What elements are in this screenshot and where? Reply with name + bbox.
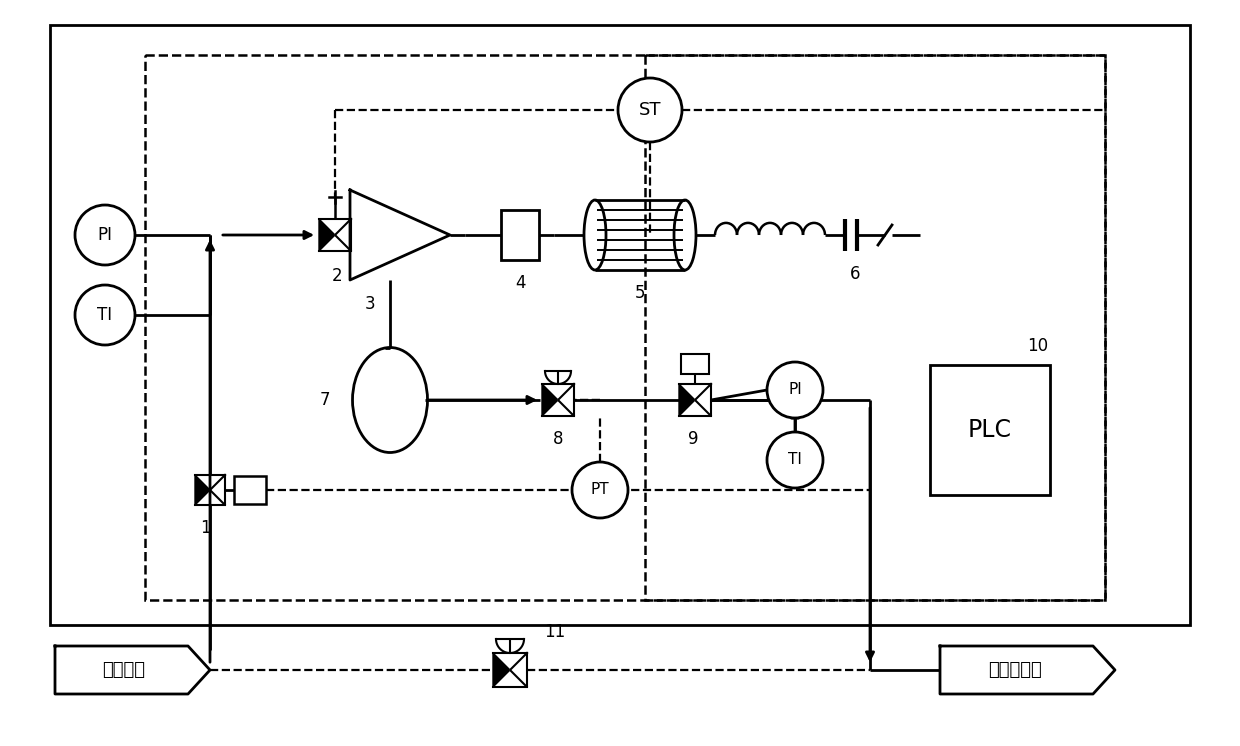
Polygon shape <box>195 475 210 505</box>
Text: 3: 3 <box>365 295 376 313</box>
Ellipse shape <box>675 200 696 270</box>
Text: PT: PT <box>590 483 609 498</box>
Text: PI: PI <box>98 226 113 244</box>
Text: 6: 6 <box>849 265 861 283</box>
Ellipse shape <box>352 348 428 453</box>
Polygon shape <box>335 219 351 251</box>
Bar <box>645 55 1105 600</box>
Text: TI: TI <box>98 306 113 324</box>
Text: 11: 11 <box>544 623 565 641</box>
Polygon shape <box>494 653 510 687</box>
Polygon shape <box>558 384 574 416</box>
Bar <box>930 365 1050 495</box>
Bar <box>234 476 267 504</box>
Text: 7: 7 <box>320 391 330 409</box>
Polygon shape <box>542 384 558 416</box>
Text: 4: 4 <box>515 274 526 292</box>
Bar <box>501 210 539 260</box>
Text: 1: 1 <box>200 519 211 537</box>
Bar <box>50 25 1190 625</box>
Circle shape <box>74 205 135 265</box>
Text: 10: 10 <box>1027 337 1048 355</box>
Text: 高压管网: 高压管网 <box>103 661 145 679</box>
Circle shape <box>768 362 823 418</box>
Text: PLC: PLC <box>968 418 1012 442</box>
Text: TI: TI <box>789 453 802 468</box>
Text: 9: 9 <box>688 430 698 448</box>
Polygon shape <box>350 190 450 280</box>
Polygon shape <box>680 384 694 416</box>
Text: PI: PI <box>789 383 802 398</box>
Text: 8: 8 <box>553 430 563 448</box>
Circle shape <box>768 432 823 488</box>
Ellipse shape <box>584 200 606 270</box>
Polygon shape <box>319 219 335 251</box>
Polygon shape <box>55 646 210 694</box>
Circle shape <box>572 462 627 518</box>
Text: 2: 2 <box>331 267 342 285</box>
Bar <box>681 354 709 374</box>
Text: 中低压管网: 中低压管网 <box>988 661 1042 679</box>
Polygon shape <box>510 653 527 687</box>
Text: 5: 5 <box>635 284 645 302</box>
Polygon shape <box>210 475 224 505</box>
Text: ST: ST <box>639 101 661 119</box>
Circle shape <box>618 78 682 142</box>
Circle shape <box>74 285 135 345</box>
Bar <box>145 55 1105 600</box>
Polygon shape <box>694 384 711 416</box>
Polygon shape <box>940 646 1115 694</box>
